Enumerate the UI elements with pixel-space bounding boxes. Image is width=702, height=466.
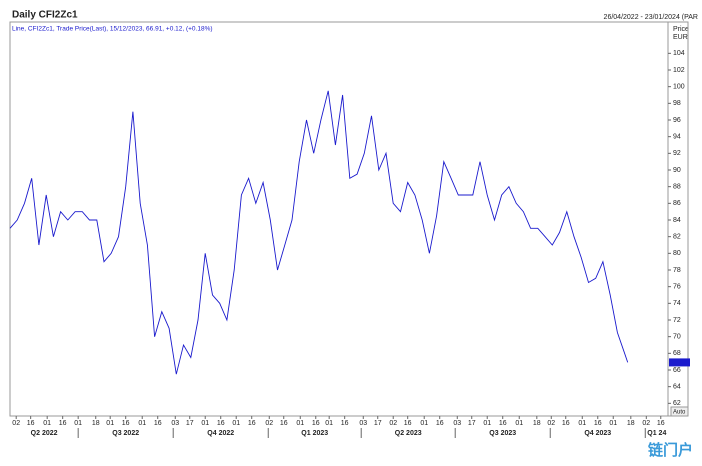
x-tick-label: 03 xyxy=(171,420,179,427)
quarter-label: Q2 2022 xyxy=(31,430,58,437)
x-tick-label: 16 xyxy=(341,420,349,427)
legend-text: Line, CFI2Zc1, Trade Price(Last), 15/12/… xyxy=(12,26,213,33)
x-tick-label: 16 xyxy=(248,420,256,427)
x-tick-label: 01 xyxy=(325,420,333,427)
x-tick-label: 02 xyxy=(642,420,650,427)
x-tick-label: 03 xyxy=(453,420,461,427)
x-tick-label: 01 xyxy=(420,420,428,427)
x-tick-label: 16 xyxy=(312,420,320,427)
scale-mode[interactable]: Auto xyxy=(673,410,686,416)
x-tick-label: 01 xyxy=(232,420,240,427)
x-tick-label: 16 xyxy=(122,420,130,427)
quarter-label: Q1 24 xyxy=(647,430,666,437)
x-tick-label: 02 xyxy=(389,420,397,427)
scale-mode-box[interactable] xyxy=(670,406,689,417)
x-tick-label: 18 xyxy=(533,420,541,427)
x-tick-label: 03 xyxy=(359,420,367,427)
y-tick-label: 62 xyxy=(673,400,681,407)
watermark: 链门户 xyxy=(648,441,693,459)
x-tick-label: 17 xyxy=(186,420,194,427)
y-axis-label: Price xyxy=(673,26,689,33)
x-tick-label: 02 xyxy=(12,420,20,427)
x-tick-label: 16 xyxy=(499,420,507,427)
x-tick-label: 16 xyxy=(657,420,665,427)
y-tick-label: 90 xyxy=(673,167,681,174)
quarter-label: Q4 2023 xyxy=(584,430,611,437)
y-tick-label: 64 xyxy=(673,384,681,391)
x-tick-label: 17 xyxy=(374,420,382,427)
x-tick-label: 18 xyxy=(92,420,100,427)
chart-title: Daily CFI2Zc1 xyxy=(12,10,78,21)
quarter-label: Q1 2023 xyxy=(301,430,328,437)
y-tick-label: 92 xyxy=(673,150,681,157)
x-tick-label: 01 xyxy=(74,420,82,427)
quarter-label: Q2 2023 xyxy=(395,430,422,437)
y-tick-label: 88 xyxy=(673,184,681,191)
y-tick-label: 94 xyxy=(673,134,681,141)
x-tick-label: 16 xyxy=(59,420,67,427)
x-tick-label: 16 xyxy=(562,420,570,427)
x-tick-label: 01 xyxy=(483,420,491,427)
quarter-label: Q4 2022 xyxy=(207,430,234,437)
x-tick-label: 18 xyxy=(627,420,635,427)
x-tick-label: 16 xyxy=(404,420,412,427)
quarter-label: Q3 2022 xyxy=(112,430,139,437)
x-tick-label: 16 xyxy=(154,420,162,427)
y-tick-label: 86 xyxy=(673,200,681,207)
x-tick-label: 02 xyxy=(547,420,555,427)
x-tick-label: 16 xyxy=(594,420,602,427)
x-tick-label: 01 xyxy=(106,420,114,427)
x-tick-label: 16 xyxy=(27,420,35,427)
x-tick-label: 01 xyxy=(578,420,586,427)
y-tick-label: 102 xyxy=(673,67,685,74)
x-tick-label: 16 xyxy=(217,420,225,427)
y-tick-label: 72 xyxy=(673,317,681,324)
y-tick-label: 98 xyxy=(673,100,681,107)
last-price-marker xyxy=(669,358,690,367)
y-tick-label: 96 xyxy=(673,117,681,124)
y-tick-label: 82 xyxy=(673,234,681,241)
y-tick-label: 104 xyxy=(673,50,685,57)
x-tick-label: 01 xyxy=(296,420,304,427)
x-tick-label: 16 xyxy=(280,420,288,427)
y-tick-label: 100 xyxy=(673,84,685,91)
y-axis-unit: EUR xyxy=(673,34,688,41)
watermark-box xyxy=(636,441,698,461)
date-range: 26/04/2022 - 23/01/2024 (PAR xyxy=(604,14,698,21)
y-tick-label: 80 xyxy=(673,250,681,257)
x-tick-label: 01 xyxy=(201,420,209,427)
y-tick-label: 78 xyxy=(673,267,681,274)
x-tick-label: 01 xyxy=(138,420,146,427)
x-tick-label: 17 xyxy=(468,420,476,427)
x-tick-label: 16 xyxy=(436,420,444,427)
x-tick-label: 01 xyxy=(609,420,617,427)
quarter-label: Q3 2023 xyxy=(489,430,516,437)
price-line xyxy=(9,90,629,375)
y-tick-label: 68 xyxy=(673,350,681,357)
x-tick-label: 02 xyxy=(265,420,273,427)
y-tick-label: 76 xyxy=(673,284,681,291)
y-tick-label: 70 xyxy=(673,334,681,341)
y-tick-label: 74 xyxy=(673,300,681,307)
x-tick-label: 01 xyxy=(515,420,523,427)
x-tick-label: 01 xyxy=(43,420,51,427)
chart-frame xyxy=(9,21,689,417)
y-tick-label: 66 xyxy=(673,367,681,374)
y-tick-label: 84 xyxy=(673,217,681,224)
